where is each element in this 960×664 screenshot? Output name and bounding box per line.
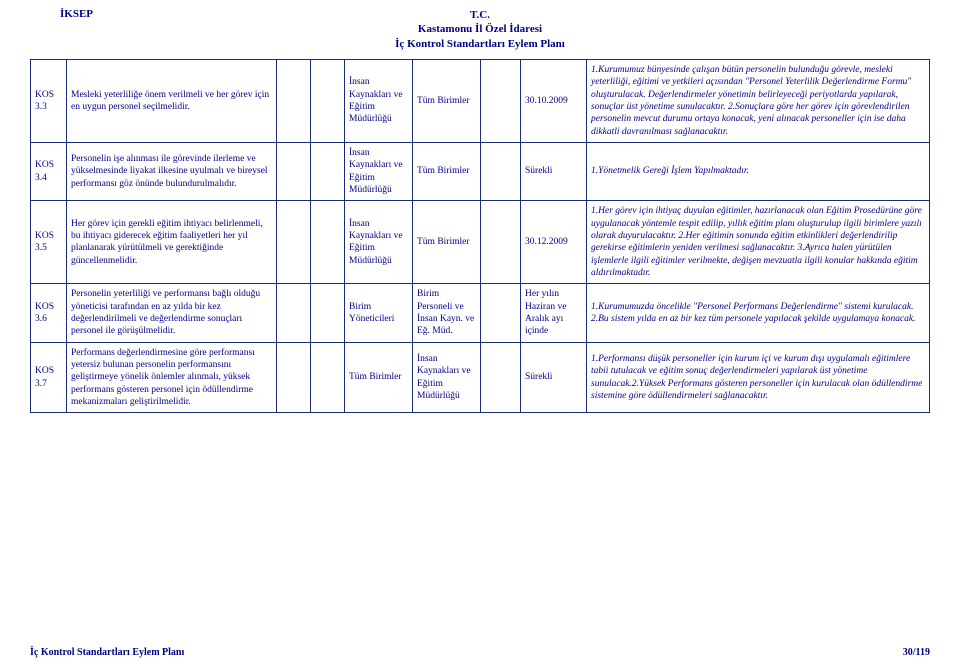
cell-unit2: İnsan Kaynakları ve Eğitim Müdürlüğü (413, 342, 481, 413)
cell-desc: Performans değerlendirmesine göre perfor… (67, 342, 277, 413)
cell-notes: 1.Kurumumuzda öncelikle "Personel Perfor… (587, 284, 930, 342)
cell-blank (277, 342, 311, 413)
cell-notes: 1.Kurumumuz bünyesinde çalışan bütün per… (587, 59, 930, 142)
cell-blank (481, 342, 521, 413)
cell-unit2: Tüm Birimler (413, 142, 481, 200)
table-row: KOS 3.4 Personelin işe alınması ile göre… (31, 142, 930, 200)
header-line2: Kastamonu İl Özel İdaresi (30, 22, 930, 36)
cell-blank (311, 59, 345, 142)
cell-unit1: İnsan Kaynakları ve Eğitim Müdürlüğü (345, 142, 413, 200)
cell-blank (481, 142, 521, 200)
cell-code: KOS 3.5 (31, 201, 67, 284)
cell-date: 30.12.2009 (521, 201, 587, 284)
cell-blank (311, 342, 345, 413)
cell-desc: Her görev için gerekli eğitim ihtiyacı b… (67, 201, 277, 284)
page-footer: İç Kontrol Standartları Eylem Planı 30/1… (30, 647, 930, 658)
header-project: İKSEP (60, 8, 93, 20)
cell-code: KOS 3.3 (31, 59, 67, 142)
cell-blank (311, 284, 345, 342)
cell-blank (277, 284, 311, 342)
cell-unit2: Tüm Birimler (413, 59, 481, 142)
table-row: KOS 3.3 Mesleki yeterliliğe önem verilme… (31, 59, 930, 142)
table-row: KOS 3.5 Her görev için gerekli eğitim ih… (31, 201, 930, 284)
cell-notes: 1.Performansı düşük personeller için kur… (587, 342, 930, 413)
cell-date: 30.10.2009 (521, 59, 587, 142)
cell-code: KOS 3.4 (31, 142, 67, 200)
cell-blank (481, 59, 521, 142)
header-line3: İç Kontrol Standartları Eylem Planı (30, 37, 930, 51)
cell-desc: Personelin yeterliliği ve performansı ba… (67, 284, 277, 342)
cell-notes: 1.Yönetmelik Gereği İşlem Yapılmaktadır. (587, 142, 930, 200)
cell-unit1: İnsan Kaynakları ve Eğitim Müdürlüğü (345, 201, 413, 284)
table-row: KOS 3.6 Personelin yeterliliği ve perfor… (31, 284, 930, 342)
cell-blank (277, 142, 311, 200)
cell-unit1: Birim Yöneticileri (345, 284, 413, 342)
cell-blank (311, 201, 345, 284)
header-line1: T.C. (30, 8, 930, 22)
cell-blank (277, 59, 311, 142)
page-container: İKSEP T.C. Kastamonu İl Özel İdaresi İç … (0, 0, 960, 413)
cell-date: Sürekli (521, 342, 587, 413)
footer-right: 30/119 (903, 647, 930, 658)
footer-left: İç Kontrol Standartları Eylem Planı (30, 647, 184, 658)
cell-unit1: İnsan Kaynakları ve Eğitim Müdürlüğü (345, 59, 413, 142)
cell-blank (481, 284, 521, 342)
cell-unit1: Tüm Birimler (345, 342, 413, 413)
cell-date: Sürekli (521, 142, 587, 200)
cell-blank (481, 201, 521, 284)
cell-unit2: Birim Personeli ve İnsan Kayn. ve Eğ. Mü… (413, 284, 481, 342)
table-row: KOS 3.7 Performans değerlendirmesine gör… (31, 342, 930, 413)
cell-date: Her yılın Haziran ve Aralık ayı içinde (521, 284, 587, 342)
plan-table: KOS 3.3 Mesleki yeterliliğe önem verilme… (30, 59, 930, 414)
cell-code: KOS 3.6 (31, 284, 67, 342)
cell-desc: Mesleki yeterliliğe önem verilmeli ve he… (67, 59, 277, 142)
cell-unit2: Tüm Birimler (413, 201, 481, 284)
cell-blank (311, 142, 345, 200)
cell-notes: 1.Her görev için ihtiyaç duyulan eğitiml… (587, 201, 930, 284)
cell-desc: Personelin işe alınması ile görevinde il… (67, 142, 277, 200)
cell-code: KOS 3.7 (31, 342, 67, 413)
header-center: T.C. Kastamonu İl Özel İdaresi İç Kontro… (30, 8, 930, 51)
cell-blank (277, 201, 311, 284)
